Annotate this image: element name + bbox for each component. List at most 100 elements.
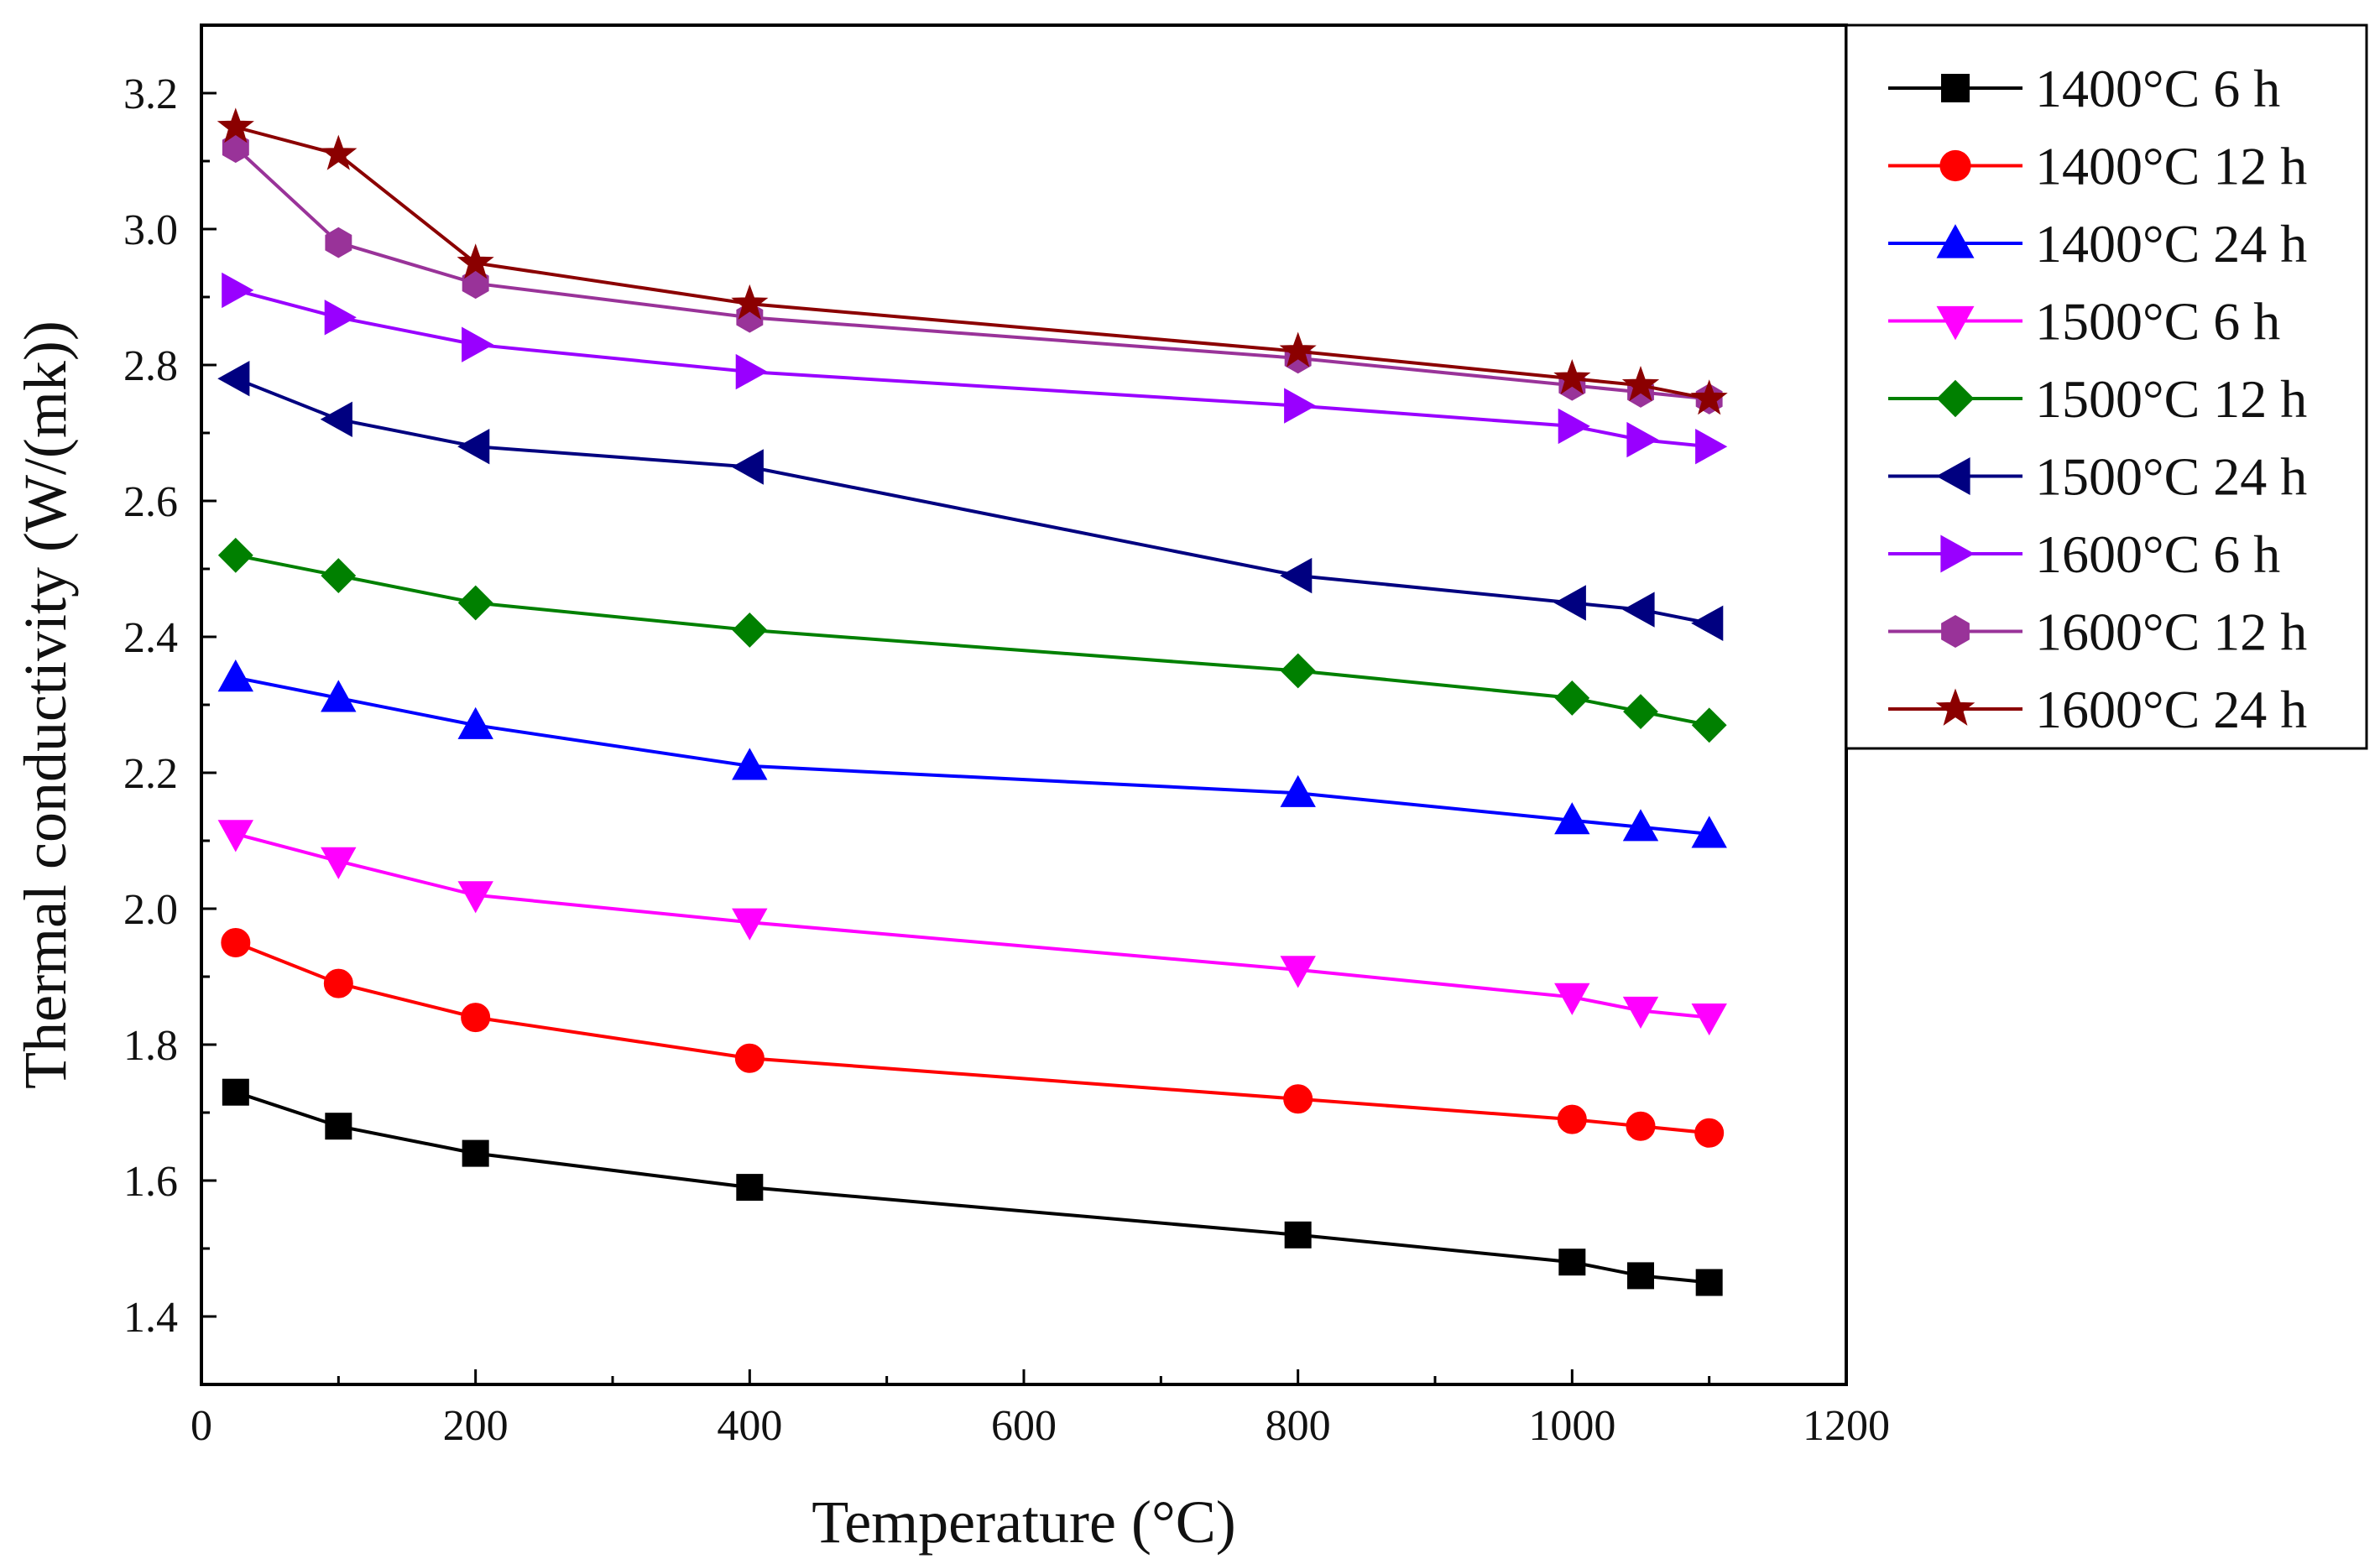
data-point	[735, 353, 768, 390]
legend-label: 1500°C 6 h	[2035, 292, 2280, 352]
data-point	[222, 132, 249, 164]
y-tick-label: 2.8	[123, 342, 178, 390]
data-point	[1623, 694, 1658, 730]
legend-marker	[1941, 74, 1970, 102]
data-point	[1558, 1249, 1586, 1276]
axes-layer: 0 200 400 600 800 1000 1200 1.4 1.6 1.8 2.0 2.2 2.4 2…	[123, 70, 1890, 1450]
data-point	[321, 558, 357, 594]
x-tick-label: 0	[191, 1402, 212, 1450]
data-point	[1554, 983, 1590, 1015]
legend-label: 1400°C 12 h	[2035, 137, 2307, 196]
y-tick-label: 1.4	[123, 1294, 178, 1342]
x-tick-label: 800	[1266, 1402, 1331, 1450]
data-point	[217, 820, 253, 852]
legend-entry: 1600°C 6 h	[1888, 524, 2280, 584]
y-tick-label: 2.4	[123, 614, 178, 662]
legend-label: 1600°C 24 h	[2035, 680, 2307, 739]
legend-box	[1845, 23, 2368, 750]
data-point	[462, 326, 494, 362]
data-point	[1283, 1084, 1313, 1114]
data-point	[323, 968, 353, 998]
data-point	[1622, 809, 1659, 842]
data-point	[1691, 816, 1727, 848]
legend-marker	[1939, 149, 1971, 182]
data-point	[731, 284, 769, 320]
y-tick-label: 2.6	[123, 478, 178, 526]
data-point	[325, 1113, 352, 1140]
data-point	[217, 107, 254, 143]
series-5	[217, 537, 1727, 743]
data-point	[1553, 585, 1586, 621]
legend-label: 1500°C 24 h	[2035, 447, 2307, 507]
data-point	[457, 243, 494, 279]
data-point	[1558, 408, 1590, 445]
legend-marker	[1936, 224, 1975, 258]
data-point	[457, 881, 493, 914]
series-1	[222, 1078, 1723, 1296]
data-point	[217, 659, 253, 692]
x-tick-label: 200	[443, 1402, 509, 1450]
plot-layer	[217, 107, 1728, 1296]
data-point	[732, 748, 768, 780]
data-point	[1284, 388, 1317, 424]
x-tick-label: 400	[717, 1402, 782, 1450]
data-point	[1284, 1221, 1312, 1249]
legend-entry: 1400°C 6 h	[1888, 59, 2280, 118]
legend-label: 1500°C 12 h	[2035, 369, 2307, 429]
y-tick-label: 1.8	[123, 1022, 178, 1070]
series-line	[235, 675, 1709, 836]
data-point	[320, 134, 358, 170]
data-point	[1626, 1111, 1656, 1141]
data-point	[1554, 680, 1590, 716]
x-tick-label: 1000	[1528, 1402, 1615, 1450]
series-4	[217, 820, 1727, 1036]
legend-label: 1600°C 12 h	[2035, 602, 2307, 662]
series-6	[217, 361, 1724, 641]
data-point	[1691, 707, 1727, 743]
data-point	[1279, 331, 1317, 368]
data-point	[732, 908, 768, 941]
data-point	[1690, 379, 1728, 415]
legend-marker	[1940, 534, 1975, 573]
y-tick-label: 3.0	[123, 206, 178, 254]
data-point	[731, 449, 764, 485]
data-point	[461, 1003, 491, 1033]
data-point	[1622, 996, 1659, 1030]
data-point	[321, 847, 357, 879]
data-point	[736, 1174, 764, 1202]
legend-entry: 1500°C 12 h	[1888, 369, 2307, 429]
legend-entry: 1400°C 12 h	[1888, 137, 2307, 196]
series-2	[221, 928, 1725, 1148]
data-point	[1626, 421, 1659, 458]
legend-marker	[1936, 379, 1975, 418]
data-point	[457, 585, 493, 621]
data-point	[457, 429, 490, 465]
data-point	[1627, 1262, 1654, 1290]
data-point	[734, 1043, 765, 1073]
y-axis-title: Thermal conductivity (W/(mk))	[12, 321, 79, 1089]
legend-marker	[1936, 456, 1970, 496]
y-tick-label: 1.6	[123, 1158, 178, 1206]
data-point	[222, 272, 254, 309]
data-point	[462, 1139, 489, 1167]
x-tick-label: 600	[991, 1402, 1057, 1450]
data-point	[462, 268, 489, 300]
series-3	[217, 659, 1727, 848]
series-7	[222, 272, 1728, 465]
data-point	[1280, 557, 1313, 594]
data-point	[321, 680, 357, 712]
legend-label: 1400°C 24 h	[2035, 214, 2307, 274]
legend: 1400°C 6 h 1400°C 12 h 1400°C 24 h 1500°C 6…	[1845, 23, 2368, 750]
data-point	[1280, 774, 1316, 807]
data-point	[1553, 359, 1591, 395]
data-point	[1622, 592, 1655, 628]
series-line	[235, 832, 1709, 1019]
legend-entry: 1400°C 24 h	[1888, 214, 2307, 274]
data-point	[1557, 1104, 1587, 1134]
data-point	[457, 706, 493, 739]
data-point	[320, 401, 352, 437]
data-point	[732, 612, 768, 648]
series-9	[217, 107, 1728, 415]
data-point	[221, 928, 251, 957]
